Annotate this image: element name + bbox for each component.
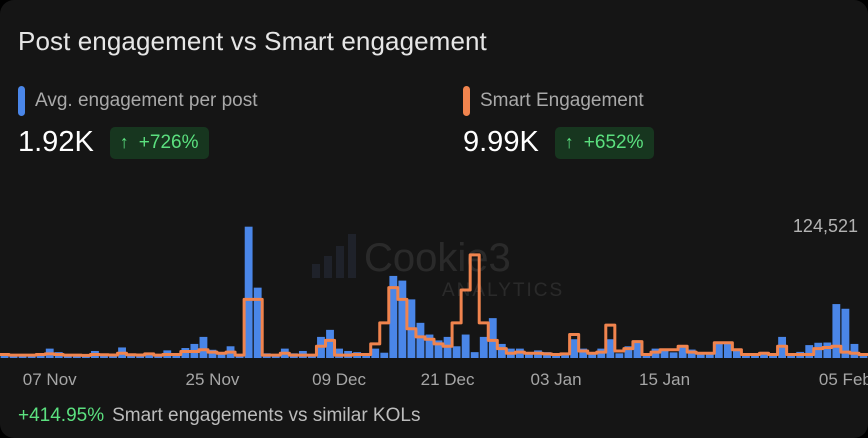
x-tick-label: 21 Dec [421, 370, 475, 389]
engagement-bar [479, 336, 488, 358]
x-tick-label: 05 Feb [819, 370, 868, 389]
avg-engagement-label: Avg. engagement per post [35, 90, 258, 111]
arrow-up-icon: ↑ [564, 132, 574, 152]
watermark-sub: ANALYTICS [442, 280, 565, 301]
engagement-bar [669, 352, 678, 358]
engagement-bar [696, 353, 705, 358]
engagement-bar [633, 342, 642, 358]
x-tick-label: 03 Jan [531, 370, 582, 389]
engagement-bar [27, 355, 36, 358]
engagement-bar [624, 346, 633, 358]
smart-engagement-change: +652% [583, 131, 644, 153]
engagement-bar [606, 339, 615, 358]
x-tick-label: 09 Dec [312, 370, 366, 389]
engagement-bar [488, 318, 497, 358]
engagement-bar [380, 352, 389, 358]
engagement-bar [751, 354, 759, 358]
engagement-bar [470, 352, 479, 358]
engagement-bar [705, 354, 714, 358]
engagement-bar [199, 336, 208, 358]
engagement-bar [371, 348, 380, 358]
engagement-bar [416, 322, 425, 358]
engagement-bar [561, 353, 570, 358]
engagement-bar [0, 354, 9, 358]
engagement-bar [434, 340, 443, 358]
avg-engagement-change: +726% [138, 131, 199, 153]
x-tick-label: 25 Nov [186, 370, 240, 389]
engagement-bar [570, 339, 579, 358]
engagement-bar [678, 346, 687, 358]
engagement-bar [850, 343, 859, 358]
engagement-bar [760, 351, 768, 358]
smart-engagement-line [0, 253, 868, 357]
x-tick-label: 07 Nov [23, 370, 77, 389]
arrow-up-icon: ↑ [119, 132, 129, 152]
smart-engagement-value: 9.99K [463, 126, 539, 158]
engagement-bar [805, 345, 814, 358]
engagement-bar [687, 349, 696, 358]
metric-avg-engagement: Avg. engagement per post 1.92K ↑ +726% [18, 86, 258, 159]
engagement-bar [326, 329, 334, 358]
engagement-bar [714, 343, 723, 358]
engagement-bar [832, 304, 841, 358]
engagement-bar [841, 308, 850, 358]
engagement-bar [552, 354, 560, 358]
avg-engagement-value: 1.92K [18, 126, 94, 158]
engagement-bar [723, 342, 732, 358]
engagement-bar [769, 354, 777, 358]
engagement-chart: 07 Nov 25 Nov 09 Dec 21 Dec 03 Jan 15 Jan 05 F… [0, 226, 868, 389]
engagement-bar [398, 280, 407, 358]
smart-engagement-legend-swatch [463, 86, 470, 116]
footer-change: +414.95% [18, 405, 105, 426]
engagement-bar [660, 350, 669, 358]
engagement-bar [244, 226, 253, 358]
engagement-bar [154, 355, 163, 358]
engagement-bar [136, 354, 145, 358]
brand-watermark: Cookie3 ANALYTICS [312, 232, 562, 301]
engagement-bar [335, 348, 343, 358]
watermark-brand: Cookie3 [364, 236, 511, 280]
engagement-bar [217, 353, 226, 358]
engagement-bar [461, 334, 470, 358]
engagement-bar [814, 342, 823, 358]
smart-engagement-change-badge: ↑ +652% [554, 126, 654, 159]
footer: +414.95% Smart engagements vs similar KO… [18, 405, 420, 427]
watermark-logo-icon [312, 232, 356, 278]
avg-engagement-change-badge: ↑ +726% [109, 126, 209, 159]
engagement-bar [253, 287, 262, 358]
engagement-bar [172, 354, 181, 358]
engagement-bar [823, 342, 832, 358]
smart-engagement-label: Smart Engagement [480, 90, 644, 111]
chart-max-label: 124,521 [792, 216, 858, 236]
engagement-bar [732, 348, 741, 358]
card-title: Post engagement vs Smart engagement [18, 26, 487, 56]
engagement-bar [525, 352, 533, 358]
avg-engagement-legend-swatch [18, 86, 25, 116]
engagement-bar [452, 346, 461, 358]
engagement-bar [642, 354, 651, 358]
engagement-bar [588, 352, 597, 358]
engagement-bar [389, 275, 398, 358]
engagement-bar [615, 353, 624, 358]
engagement-bar [425, 334, 434, 358]
metric-smart-engagement: Smart Engagement 9.99K ↑ +652% [463, 86, 654, 159]
engagement-bar [127, 354, 136, 358]
footer-text: Smart engagements vs similar KOLs [112, 405, 421, 426]
engagement-bar [497, 343, 506, 358]
x-tick-label: 15 Jan [639, 370, 690, 389]
engagement-bar [208, 349, 217, 358]
engagement-bar [579, 348, 588, 358]
